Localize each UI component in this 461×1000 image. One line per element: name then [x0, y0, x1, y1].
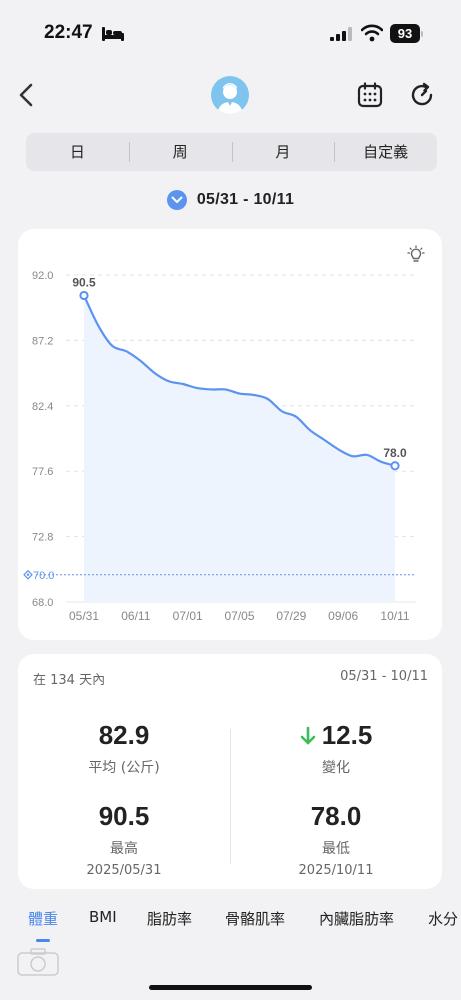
x-tick-label: 06/11	[121, 609, 150, 623]
stat-lowest-value: 78.0	[310, 801, 362, 831]
series-line	[82, 294, 397, 467]
chevron-left-icon[interactable]	[14, 80, 38, 110]
y-tick-label: 92.0	[32, 270, 53, 282]
series-area-fill	[84, 295, 395, 602]
x-tick-label: 07/29	[276, 609, 306, 623]
stat-highest-label: 最高	[110, 841, 138, 857]
active-tab-indicator	[36, 939, 50, 942]
metric-tab-skeletal-muscle[interactable]: 骨骼肌率	[225, 910, 286, 928]
status-bar: 22:47 93	[0, 0, 461, 64]
stat-lowest-date: 2025/10/11	[298, 863, 374, 878]
arrow-down-icon	[300, 726, 315, 744]
metric-tab-visceral-fat[interactable]: 內臟脂肪率	[319, 910, 395, 928]
goal-label: 70.0	[33, 570, 54, 582]
stat-change: 12.5 變化	[230, 720, 442, 777]
metric-tab-bmi[interactable]: BMI	[89, 908, 117, 926]
period-tab-day[interactable]: 日	[69, 143, 85, 161]
battery-indicator: 93	[390, 24, 420, 43]
home-indicator	[149, 985, 312, 990]
stat-average-label: 平均 (公斤)	[88, 760, 160, 776]
period-tab-week[interactable]: 周	[128, 133, 232, 171]
x-tick-label: 07/05	[224, 609, 254, 623]
stat-lowest: 78.0 最低 2025/10/11	[230, 801, 442, 878]
metric-tab-body-fat[interactable]: 脂肪率	[147, 910, 193, 928]
x-tick-label: 05/31	[69, 609, 99, 623]
metric-tab-weight[interactable]: 體重	[28, 910, 59, 928]
calendar-icon[interactable]	[357, 82, 383, 108]
stat-highest-value: 90.5	[98, 801, 150, 831]
period-tab-month[interactable]: 月	[231, 133, 335, 171]
refresh-icon[interactable]	[409, 82, 435, 108]
period-segmented-control: 日 周 月 自定義	[26, 133, 437, 171]
lightbulb-icon[interactable]	[406, 245, 426, 265]
y-tick-label: 82.4	[32, 401, 53, 413]
start-value-label: 90.5	[72, 275, 96, 289]
battery-tip	[421, 31, 423, 37]
stat-highest: 90.5 最高 2025/05/31	[18, 801, 230, 878]
stat-change-label: 變化	[322, 760, 350, 776]
metric-tab-water[interactable]: 水分	[428, 910, 459, 928]
y-tick-label: 87.2	[32, 335, 53, 347]
period-tab-custom[interactable]: 自定義	[334, 133, 437, 171]
user-avatar-icon[interactable]	[211, 76, 249, 114]
weight-line-chart: 92.0 87.2 82.4 77.6 72.8 68.0 05/31 06/11 07/01 0…	[23, 270, 416, 623]
nav-bar	[0, 70, 461, 122]
y-tick-label: 68.0	[32, 597, 53, 609]
goal-marker-dot	[26, 573, 30, 576]
status-time: 22:47	[44, 22, 93, 43]
stat-average-value: 82.9	[98, 720, 150, 750]
stats-summary-card: 在 134 天內 05/31 - 10/11 82.9 平均 (公斤) 12.5…	[18, 654, 442, 889]
y-tick-label: 72.8	[32, 532, 53, 544]
camera-watermark-icon	[17, 948, 59, 976]
y-tick-label: 77.6	[32, 466, 53, 478]
end-value-label: 78.0	[383, 446, 407, 460]
x-tick-label: 07/01	[173, 609, 203, 623]
chevron-down-icon[interactable]	[166, 190, 187, 210]
sleep-bed-icon	[102, 27, 124, 41]
weight-chart-card: 92.0 87.2 82.4 77.6 72.8 68.0 05/31 06/11 07/01 0…	[18, 229, 442, 640]
stat-lowest-label: 最低	[322, 841, 350, 857]
stat-average: 82.9 平均 (公斤)	[18, 720, 230, 777]
cellular-signal-icon	[330, 27, 352, 41]
x-tick-label: 10/11	[380, 609, 409, 623]
stats-period-label: 在 134 天內	[33, 673, 106, 688]
date-range-selector[interactable]: 05/31 - 10/11	[0, 187, 461, 213]
goal-marker-icon	[23, 569, 33, 580]
start-point	[79, 290, 89, 301]
metric-tab-bar: 體重 BMI 脂肪率 骨骼肌率 內臟脂肪率 水分	[0, 908, 461, 948]
date-range-text: 05/31 - 10/11	[196, 191, 295, 208]
stats-range-label: 05/31 - 10/11	[340, 669, 428, 684]
wifi-icon	[361, 24, 383, 42]
stat-change-value: 12.5	[321, 720, 373, 750]
stats-divider	[230, 729, 231, 864]
stat-highest-date: 2025/05/31	[86, 863, 162, 878]
x-tick-label: 09/06	[328, 609, 358, 623]
end-point	[390, 461, 400, 471]
